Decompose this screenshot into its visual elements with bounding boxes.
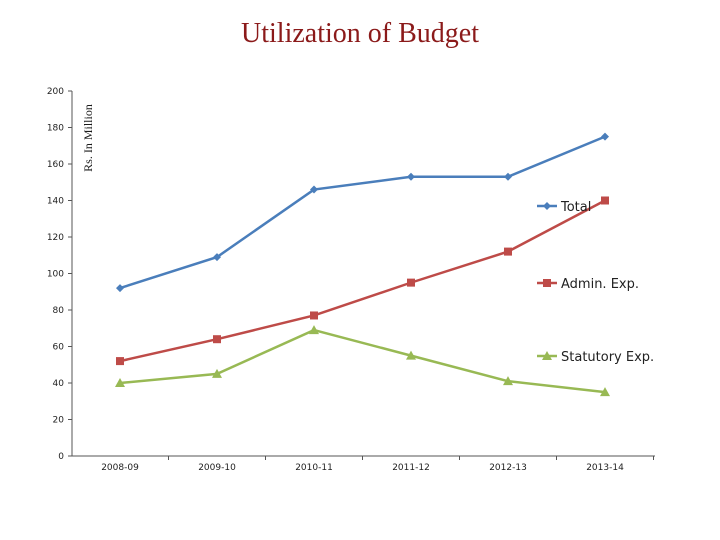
y-tick-label: 100	[47, 270, 64, 280]
x-tick-label: 2012-13	[489, 463, 527, 473]
legend-item-admin-exp: Admin. Exp.	[537, 277, 639, 292]
data-point-total	[601, 132, 609, 141]
x-tick-label: 2011-12	[392, 463, 430, 473]
series-line-total	[119, 135, 606, 290]
y-tick-label: 180	[47, 124, 64, 134]
data-point-admin-exp	[310, 311, 318, 320]
x-tick-label: 2013-14	[586, 463, 624, 473]
data-point-statutory-exp	[115, 378, 125, 387]
data-point-admin-exp	[601, 196, 609, 205]
y-tick-label: 140	[47, 197, 64, 207]
series-line-statutory-exp	[119, 328, 606, 394]
y-tick-label: 40	[53, 379, 65, 389]
y-tick-label: 160	[47, 160, 64, 170]
data-point-statutory-exp	[406, 350, 416, 360]
legend-label: Admin. Exp.	[561, 277, 639, 292]
series-line-admin-exp	[119, 199, 606, 363]
y-tick-label: 20	[53, 416, 65, 426]
y-tick-label: 120	[47, 233, 64, 243]
legend-swatch-marker	[543, 202, 551, 210]
y-axis-label: Rs. In Million	[81, 104, 95, 172]
legend-item-statutory-exp: Statutory Exp.	[537, 350, 654, 365]
series-layer	[115, 132, 610, 397]
legend-label: Statutory Exp.	[561, 350, 654, 365]
legend-swatch-marker	[543, 279, 551, 287]
data-point-total	[213, 253, 221, 262]
data-point-statutory-exp	[600, 387, 610, 397]
x-tick-label: 2009-10	[198, 463, 236, 473]
y-tick-label: 60	[53, 343, 65, 353]
series-admin-exp	[116, 196, 609, 366]
legend-swatch-marker	[542, 351, 552, 360]
series-total	[116, 132, 609, 293]
series-statutory-exp	[115, 325, 610, 397]
y-tick-label: 0	[58, 452, 64, 462]
y-ticks: 0 20 40 60 80 100 120 140 160 180 200	[47, 87, 72, 462]
legend-item-total: Total	[537, 200, 591, 215]
y-tick-label: 200	[47, 87, 64, 97]
x-tick-label: 2010-11	[295, 463, 333, 473]
legend: Total Admin. Exp. Statutory Exp.	[537, 200, 654, 365]
x-ticks: 2008-09 2009-10 2010-11 2011-12 2012-13 2013-…	[101, 456, 654, 473]
data-point-admin-exp	[116, 357, 124, 366]
data-point-total	[310, 185, 318, 194]
data-point-total	[407, 172, 415, 181]
data-point-admin-exp	[407, 278, 415, 287]
data-point-total	[116, 284, 124, 293]
legend-label: Total	[560, 200, 591, 215]
chart-title: Utilization of Budget	[241, 18, 479, 49]
data-point-statutory-exp	[212, 368, 222, 378]
y-tick-label: 80	[53, 306, 65, 316]
data-point-statutory-exp	[309, 325, 319, 335]
data-point-total	[504, 172, 512, 181]
data-point-statutory-exp	[503, 376, 513, 386]
data-point-admin-exp	[213, 335, 221, 344]
data-point-admin-exp	[504, 247, 512, 256]
x-tick-label: 2008-09	[101, 463, 139, 473]
